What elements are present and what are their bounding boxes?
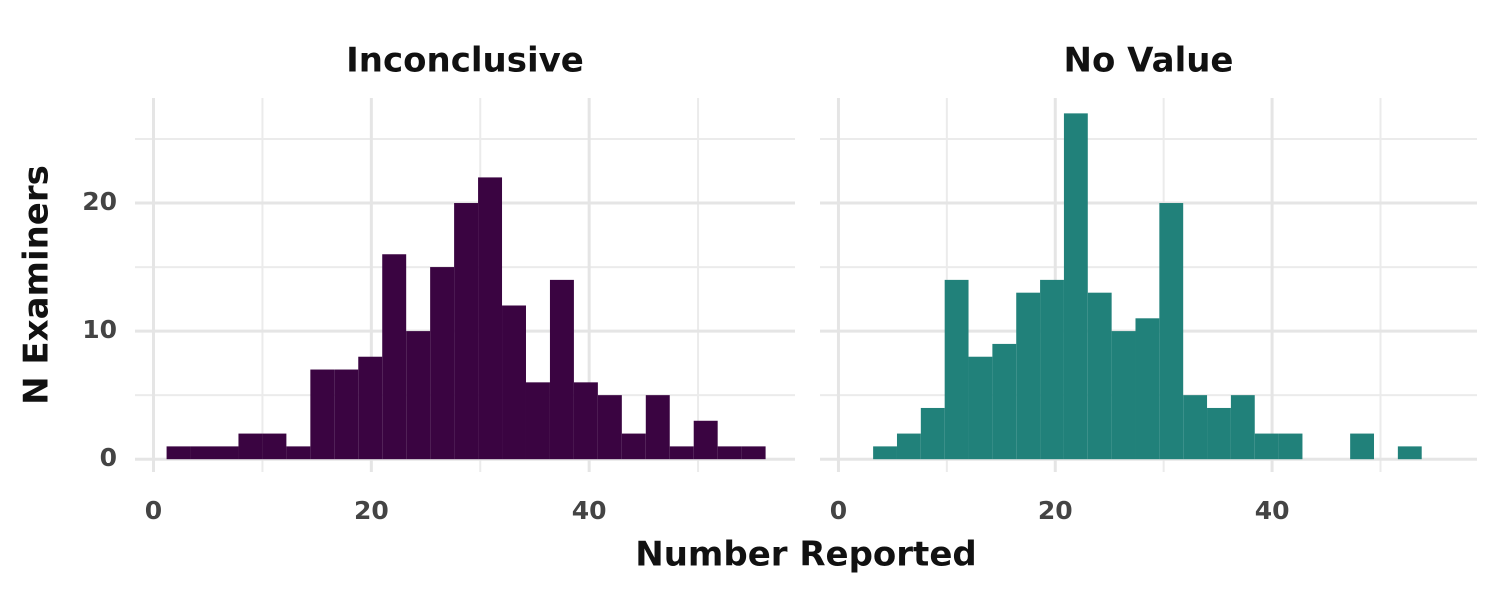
bar bbox=[286, 446, 311, 460]
bar bbox=[573, 382, 598, 460]
bar bbox=[741, 446, 766, 460]
bar bbox=[693, 420, 718, 460]
bar bbox=[1254, 433, 1279, 460]
bar bbox=[310, 369, 335, 460]
bar bbox=[1016, 292, 1041, 460]
bar bbox=[1230, 395, 1255, 460]
bar bbox=[1207, 407, 1231, 460]
bar bbox=[1397, 446, 1422, 460]
panel-title: No Value bbox=[1064, 41, 1234, 81]
bar bbox=[992, 343, 1017, 460]
bar bbox=[669, 446, 694, 460]
bar bbox=[262, 433, 287, 460]
bar bbox=[406, 331, 431, 460]
bar bbox=[1183, 395, 1208, 460]
bar bbox=[621, 433, 646, 460]
x-tick-label: 20 bbox=[1038, 496, 1073, 525]
bar bbox=[944, 279, 969, 460]
y-tick-label: 20 bbox=[82, 187, 117, 216]
bar bbox=[896, 433, 921, 460]
x-tick-label: 0 bbox=[830, 496, 847, 525]
bar bbox=[1040, 279, 1064, 460]
bar bbox=[166, 446, 191, 460]
bar bbox=[334, 369, 359, 460]
bar bbox=[190, 446, 215, 460]
x-tick-label: 40 bbox=[1255, 496, 1290, 525]
bar bbox=[645, 395, 670, 460]
y-axis-title: N Examiners bbox=[17, 165, 57, 405]
bar bbox=[549, 279, 574, 460]
bar bbox=[478, 177, 503, 460]
bar bbox=[430, 267, 455, 460]
bar bbox=[1111, 331, 1136, 460]
bar bbox=[920, 407, 945, 460]
bar bbox=[717, 446, 742, 460]
panel-title: Inconclusive bbox=[346, 41, 584, 81]
bar bbox=[1278, 433, 1303, 460]
x-tick-label: 0 bbox=[145, 496, 162, 525]
bar bbox=[873, 446, 897, 460]
bar bbox=[238, 433, 263, 460]
bar bbox=[968, 356, 993, 460]
bar bbox=[454, 203, 479, 460]
bar bbox=[1350, 433, 1375, 460]
bar bbox=[382, 254, 407, 460]
x-tick-label: 40 bbox=[572, 496, 607, 525]
bar bbox=[1087, 292, 1112, 460]
x-tick-label: 20 bbox=[354, 496, 389, 525]
bar bbox=[502, 305, 526, 460]
bar bbox=[1159, 203, 1184, 460]
y-tick-label: 10 bbox=[82, 315, 117, 344]
y-tick-label: 0 bbox=[100, 443, 117, 472]
bar bbox=[214, 446, 239, 460]
bar bbox=[1135, 318, 1160, 460]
bar bbox=[597, 395, 622, 460]
bar bbox=[525, 382, 550, 460]
bar bbox=[358, 356, 383, 460]
x-axis-title: Number Reported bbox=[635, 535, 976, 575]
bar bbox=[1063, 113, 1088, 460]
